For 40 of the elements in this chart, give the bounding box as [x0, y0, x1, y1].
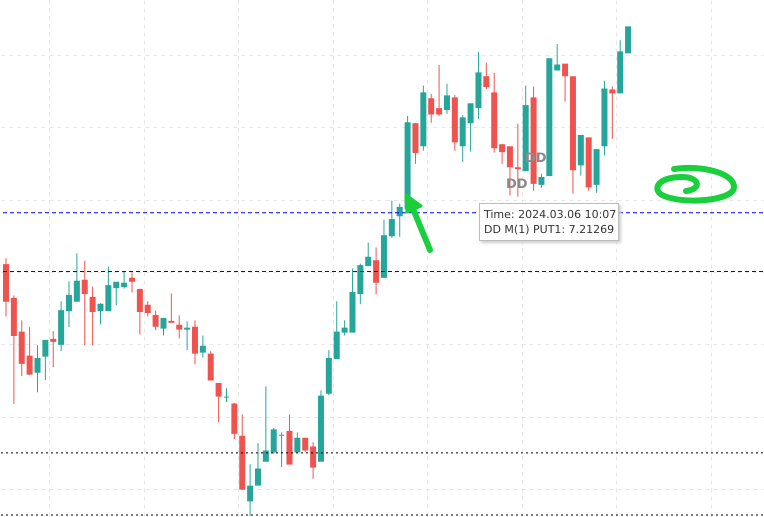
- candlestick: [428, 93, 434, 124]
- candlestick: [342, 320, 348, 336]
- candlestick: [168, 292, 174, 323]
- candlestick: [302, 438, 308, 452]
- candlestick: [121, 270, 128, 290]
- candlestick: [538, 173, 544, 188]
- candlestick: [388, 200, 395, 238]
- candlestick: [176, 314, 182, 339]
- candlestick: [26, 326, 33, 376]
- candlestick: [373, 246, 380, 295]
- candlestick: [152, 310, 159, 331]
- candlestick: [128, 272, 135, 293]
- candlestick: [66, 280, 72, 328]
- candlestick: [216, 382, 222, 423]
- candlestick: [90, 286, 96, 346]
- candlestick: [247, 464, 254, 516]
- candlestick: [609, 86, 616, 140]
- annotation: Time: 2024.03.06 10:07: [484, 207, 616, 222]
- candlestick: [160, 318, 166, 336]
- candlestick: [82, 260, 88, 346]
- candlestick: [396, 202, 403, 238]
- candlestick: [499, 143, 506, 164]
- candlestick: [184, 320, 190, 351]
- candlestick: [444, 83, 450, 114]
- candlestick: [562, 64, 568, 102]
- candlestick: [50, 330, 56, 368]
- annotation: DD M(1) PUT1: 7.21269: [484, 222, 614, 237]
- candlestick: [436, 64, 442, 116]
- candlestick: [310, 442, 316, 480]
- candlestick: [278, 432, 285, 468]
- candlestick: [200, 335, 206, 358]
- candlestick: [254, 442, 261, 486]
- candlestick: [223, 388, 230, 403]
- candlestick: [483, 62, 490, 90]
- candlestick: [468, 103, 474, 152]
- candlestick: [97, 302, 104, 325]
- candlestick: [74, 252, 80, 302]
- candlestick: [42, 340, 48, 381]
- candlestick: [294, 432, 300, 452]
- candlestick: [34, 344, 40, 393]
